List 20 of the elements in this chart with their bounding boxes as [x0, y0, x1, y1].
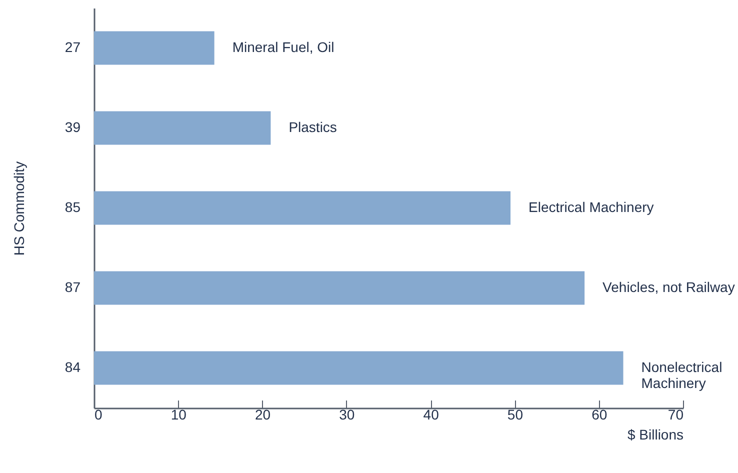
x-axis-title: $ Billions: [627, 426, 684, 442]
x-tick-label: 70: [668, 406, 684, 422]
y-axis-title: HS Commodity: [10, 161, 27, 256]
y-tick-label: 39: [64, 119, 81, 135]
annotation: Plastics: [288, 119, 337, 135]
annotation: Nonelectrical Machinery: [641, 359, 722, 391]
y-tick-label: 85: [64, 199, 81, 215]
x-tick-label: 10: [170, 406, 187, 422]
x-tick-label: 30: [339, 406, 355, 422]
x-tick-label: 40: [423, 406, 440, 422]
y-tick-label: 87: [64, 279, 81, 295]
x-tick-label: 50: [507, 406, 524, 422]
annotation: Electrical Machinery: [528, 199, 654, 215]
x-tick-label: 20: [254, 406, 271, 422]
x-tick-label: 0: [94, 406, 102, 422]
y-tick-label: 84: [64, 359, 81, 375]
y-tick-label: 27: [64, 39, 81, 55]
x-tick-label: 60: [592, 406, 608, 422]
annotation: Mineral Fuel, Oil: [232, 39, 334, 55]
annotation: Vehicles, not Railway: [602, 279, 735, 295]
